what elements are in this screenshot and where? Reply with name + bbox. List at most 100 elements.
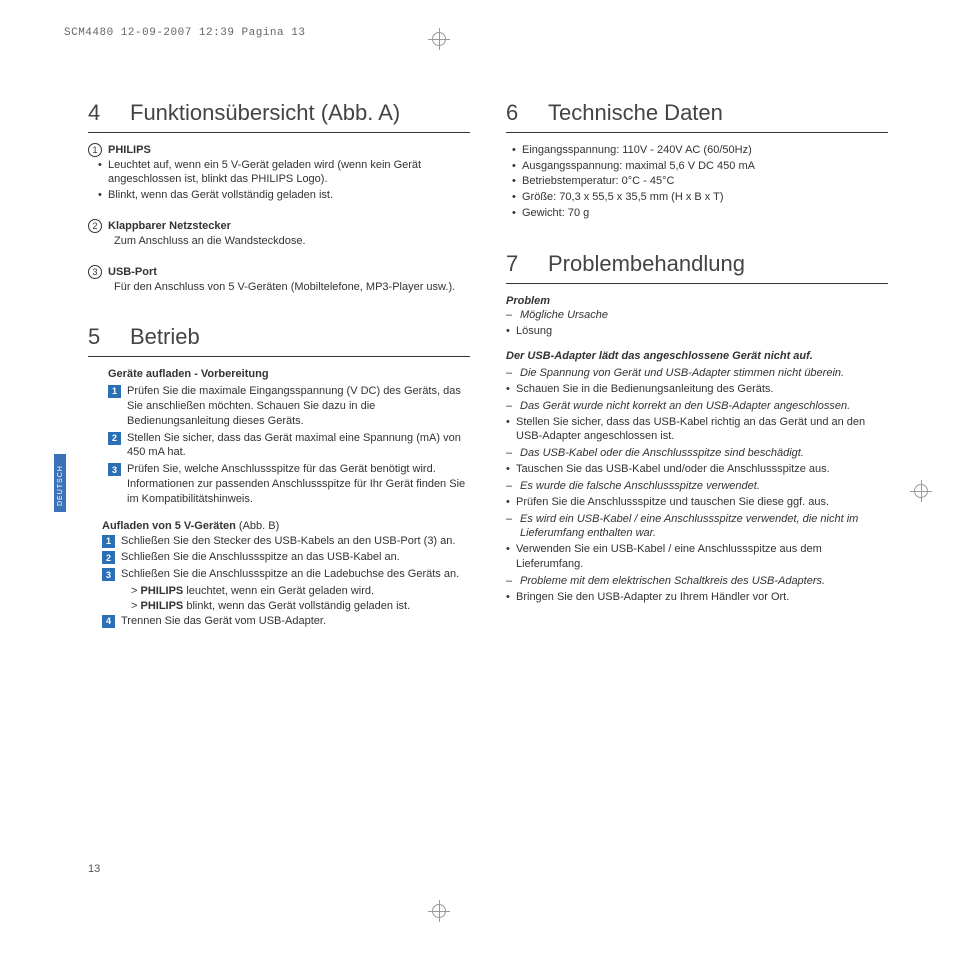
s5B-step1: 1 Schließen Sie den Stecker des USB-Kabel… bbox=[102, 534, 470, 549]
section-5: 5 Betrieb Geräte aufladen - Vorbereitung… bbox=[88, 322, 470, 628]
s7-solution-1: Stellen Sie sicher, dass das USB-Kabel r… bbox=[506, 415, 888, 445]
section-5-head: 5 Betrieb bbox=[88, 322, 470, 357]
s5B-head-bold: Aufladen von 5 V-Geräten bbox=[102, 520, 236, 532]
s6-b3: Betriebstemperatur: 0°C - 45°C bbox=[512, 174, 888, 189]
section-6-num: 6 bbox=[506, 98, 548, 128]
section-6-title: Technische Daten bbox=[548, 98, 723, 128]
language-tab-label: DEUTSCH bbox=[56, 465, 65, 506]
s7-legend-cause: Mögliche Ursache bbox=[506, 308, 888, 323]
numbox-b2-icon: 2 bbox=[102, 551, 115, 564]
page-content: 4 Funktionsübersicht (Abb. A) 1 PHILIPS … bbox=[88, 98, 888, 641]
s7-pair-2: Das USB-Kabel oder die Anschlussspitze s… bbox=[506, 446, 888, 477]
s4-item2-text: Zum Anschluss an die Wandsteckdose. bbox=[88, 234, 470, 249]
section-7: 7 Problembehandlung Problem Mögliche Urs… bbox=[506, 249, 888, 605]
circled-1-icon: 1 bbox=[88, 143, 102, 157]
s7-pair-3: Es wurde die falsche Anschlussspitze ver… bbox=[506, 479, 888, 510]
s7-legend-problem: Problem bbox=[506, 294, 888, 309]
section-4-title: Funktionsübersicht (Abb. A) bbox=[130, 98, 400, 128]
registration-mark-bottom bbox=[428, 900, 450, 922]
s4-item3-title: USB-Port bbox=[108, 265, 157, 280]
s7-problem-title: Der USB-Adapter lädt das angeschlossene … bbox=[506, 349, 888, 364]
s7-cause-5: Probleme mit dem elektrischen Schaltkrei… bbox=[506, 574, 888, 589]
s5A-step3: 3 Prüfen Sie, welche Anschlussspitze für … bbox=[108, 462, 470, 507]
s5B-gt1-bold: PHILIPS bbox=[140, 585, 183, 597]
s7-cause-0: Die Spannung von Gerät und USB-Adapter s… bbox=[506, 366, 888, 381]
s5B-gt2-post: blinkt, wenn das Gerät vollständig gelad… bbox=[183, 600, 410, 612]
s4-item1-b1: Leuchtet auf, wenn ein 5 V-Gerät geladen… bbox=[98, 158, 470, 188]
s5B-gt2: > PHILIPS blinkt, wenn das Gerät vollstä… bbox=[121, 599, 470, 614]
s5B-gt2-bold: PHILIPS bbox=[140, 600, 183, 612]
s6-b2: Ausgangsspannung: maximal 5,6 V DC 450 m… bbox=[512, 159, 888, 174]
s5B-step1-text: Schließen Sie den Stecker des USB-Kabels… bbox=[121, 534, 455, 549]
s7-solution-2: Tauschen Sie das USB-Kabel und/oder die … bbox=[506, 462, 888, 477]
s5A-step1-text: Prüfen Sie die maximale Eingangsspannung… bbox=[127, 384, 470, 429]
section-4: 4 Funktionsübersicht (Abb. A) 1 PHILIPS … bbox=[88, 98, 470, 294]
s4-item1-bullets: Leuchtet auf, wenn ein 5 V-Gerät geladen… bbox=[88, 158, 470, 204]
s7-legend: Problem Mögliche Ursache Lösung bbox=[506, 294, 888, 340]
registration-mark-top bbox=[428, 28, 450, 50]
circled-2-icon: 2 bbox=[88, 219, 102, 233]
s5-blockA: Geräte aufladen - Vorbereitung 1 Prüfen S… bbox=[88, 367, 470, 507]
page-number: 13 bbox=[88, 862, 100, 877]
s5B-step2-text: Schließen Sie die Anschlussspitze an das… bbox=[121, 550, 400, 565]
s5B-gt1-post: leuchtet, wenn ein Gerät geladen wird. bbox=[183, 585, 374, 597]
s5B-step4: 4 Trennen Sie das Gerät vom USB-Adapter. bbox=[102, 614, 470, 629]
s4-item1-b2: Blinkt, wenn das Gerät vollständig gelad… bbox=[98, 188, 470, 203]
numbox-b4-icon: 4 bbox=[102, 615, 115, 628]
circled-3-icon: 3 bbox=[88, 265, 102, 279]
numbox-1-icon: 1 bbox=[108, 385, 121, 398]
registration-mark-right bbox=[910, 480, 932, 502]
s4-item1-title: PHILIPS bbox=[108, 143, 151, 158]
section-4-num: 4 bbox=[88, 98, 130, 128]
s7-pair-4: Es wird ein USB-Kabel / eine Anschlusssp… bbox=[506, 512, 888, 572]
s6-bullets: Eingangsspannung: 110V - 240V AC (60/50H… bbox=[506, 143, 888, 221]
section-5-num: 5 bbox=[88, 322, 130, 352]
s7-cause-1: Das Gerät wurde nicht korrekt an den USB… bbox=[506, 399, 888, 414]
s5B-head-rest: (Abb. B) bbox=[236, 520, 279, 532]
s5A-step2: 2 Stellen Sie sicher, dass das Gerät maxi… bbox=[108, 431, 470, 461]
section-7-head: 7 Problembehandlung bbox=[506, 249, 888, 284]
s6-b1: Eingangsspannung: 110V - 240V AC (60/50H… bbox=[512, 143, 888, 158]
s7-cause-4: Es wird ein USB-Kabel / eine Anschlusssp… bbox=[506, 512, 888, 542]
s5B-gt1: > PHILIPS leuchtet, wenn ein Gerät gelad… bbox=[121, 584, 470, 599]
numbox-3-icon: 3 bbox=[108, 463, 121, 476]
s4-item-2: 2 Klappbarer Netzstecker Zum Anschluss a… bbox=[88, 219, 470, 249]
section-6: 6 Technische Daten Eingangsspannung: 110… bbox=[506, 98, 888, 221]
section-6-head: 6 Technische Daten bbox=[506, 98, 888, 133]
s7-pair-1: Das Gerät wurde nicht korrekt an den USB… bbox=[506, 399, 888, 445]
s7-legend-sol: Lösung bbox=[506, 324, 888, 339]
s7-cause-3: Es wurde die falsche Anschlussspitze ver… bbox=[506, 479, 888, 494]
s5-blockB: Aufladen von 5 V-Geräten (Abb. B) 1 Schli… bbox=[88, 519, 470, 629]
s5-blockB-head: Aufladen von 5 V-Geräten (Abb. B) bbox=[102, 519, 470, 534]
numbox-2-icon: 2 bbox=[108, 432, 121, 445]
section-4-head: 4 Funktionsübersicht (Abb. A) bbox=[88, 98, 470, 133]
s6-b5: Gewicht: 70 g bbox=[512, 206, 888, 221]
language-tab: DEUTSCH bbox=[54, 454, 66, 512]
s4-item2-title: Klappbarer Netzstecker bbox=[108, 219, 231, 234]
s4-item-1: 1 PHILIPS Leuchtet auf, wenn ein 5 V-Ger… bbox=[88, 143, 470, 203]
s5A-step3-text: Prüfen Sie, welche Anschlussspitze für d… bbox=[127, 462, 470, 507]
page-header-meta: SCM4480 12-09-2007 12:39 Pagina 13 bbox=[64, 26, 305, 41]
numbox-b3-icon: 3 bbox=[102, 568, 115, 581]
s7-solution-5: Bringen Sie den USB-Adapter zu Ihrem Hän… bbox=[506, 590, 888, 605]
section-7-num: 7 bbox=[506, 249, 548, 279]
s5A-step2-text: Stellen Sie sicher, dass das Gerät maxim… bbox=[127, 431, 470, 461]
s7-solution-0: Schauen Sie in die Bedienungsanleitung d… bbox=[506, 382, 888, 397]
s5B-step2: 2 Schließen Sie die Anschlussspitze an da… bbox=[102, 550, 470, 565]
s4-item-3: 3 USB-Port Für den Anschluss von 5 V-Ger… bbox=[88, 265, 470, 295]
s5B-step4-text: Trennen Sie das Gerät vom USB-Adapter. bbox=[121, 614, 326, 629]
s5-blockA-head: Geräte aufladen - Vorbereitung bbox=[108, 367, 470, 382]
s5B-step3: 3 Schließen Sie die Anschlussspitze an di… bbox=[102, 567, 470, 582]
numbox-b1-icon: 1 bbox=[102, 535, 115, 548]
s5B-step3-text: Schließen Sie die Anschlussspitze an die… bbox=[121, 567, 459, 582]
s7-pair-0: Die Spannung von Gerät und USB-Adapter s… bbox=[506, 366, 888, 397]
s7-solution-4: Verwenden Sie ein USB-Kabel / eine Ansch… bbox=[506, 542, 888, 572]
s7-cause-2: Das USB-Kabel oder die Anschlussspitze s… bbox=[506, 446, 888, 461]
right-column: 6 Technische Daten Eingangsspannung: 110… bbox=[506, 98, 888, 641]
left-column: 4 Funktionsübersicht (Abb. A) 1 PHILIPS … bbox=[88, 98, 470, 641]
s5A-step1: 1 Prüfen Sie die maximale Eingangsspannun… bbox=[108, 384, 470, 429]
section-5-title: Betrieb bbox=[130, 322, 200, 352]
section-7-title: Problembehandlung bbox=[548, 249, 745, 279]
s4-item3-text: Für den Anschluss von 5 V-Geräten (Mobil… bbox=[88, 280, 470, 295]
s7-pairs: Die Spannung von Gerät und USB-Adapter s… bbox=[506, 366, 888, 605]
